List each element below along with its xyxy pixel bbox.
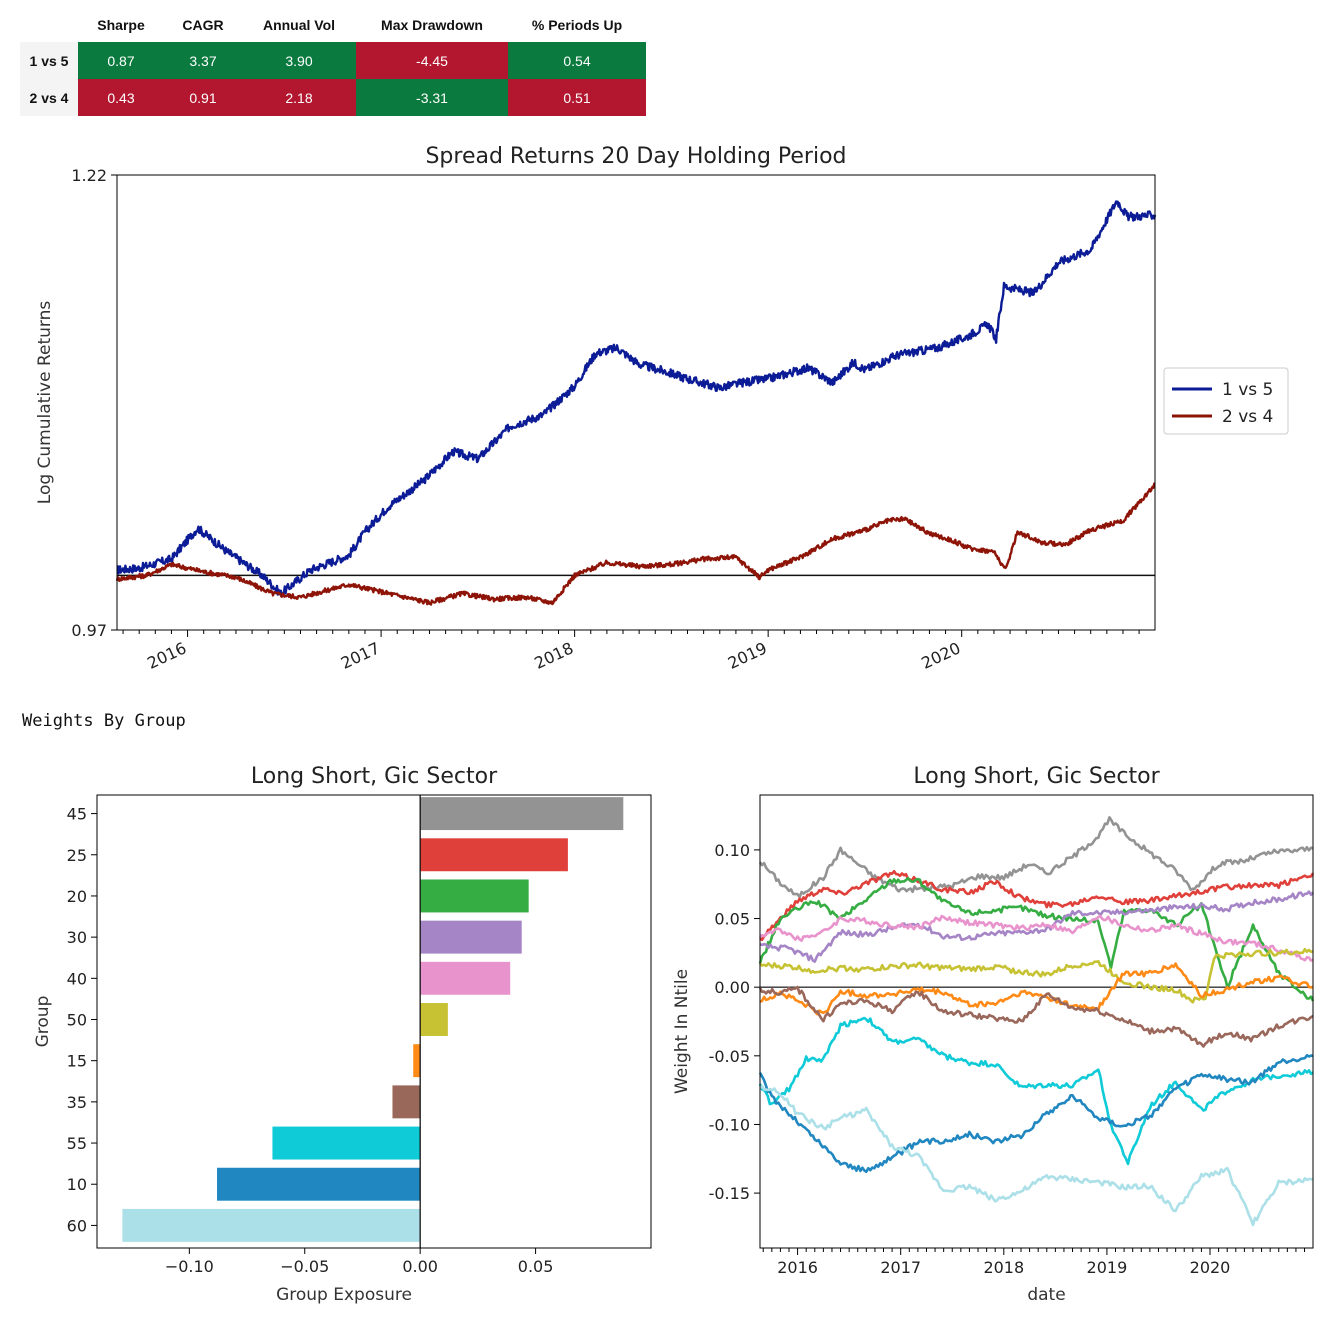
weights-by-group-heading: Weights By Group xyxy=(22,711,186,731)
stat-cell: -4.45 xyxy=(356,42,508,79)
x-tick-label: 2016 xyxy=(777,1258,818,1277)
series-line-group-10 xyxy=(758,1054,1314,1174)
table-row: 1 vs 5 0.87 3.37 3.90 -4.45 0.54 xyxy=(20,42,646,79)
row-label: 2 vs 4 xyxy=(20,79,78,116)
x-tick-label: 2017 xyxy=(338,638,383,672)
bar-group-35 xyxy=(392,1085,421,1119)
y-tick-label: 0.00 xyxy=(714,978,750,997)
plot-frame xyxy=(759,794,1314,1249)
x-axis-label: date xyxy=(1027,1285,1065,1305)
bar-group-25 xyxy=(420,838,568,872)
y-tick-label: 10 xyxy=(67,1175,87,1194)
series-line-group-50 xyxy=(759,947,1314,1004)
y-tick-label: 20 xyxy=(67,887,87,906)
bar-group-40 xyxy=(420,961,511,995)
y-tick-label: 35 xyxy=(67,1093,87,1112)
bar-group-30 xyxy=(420,920,522,954)
stat-cell: 0.51 xyxy=(508,79,646,116)
x-axis-label: Group Exposure xyxy=(276,1285,412,1305)
column-header-max-drawdown: Max Drawdown xyxy=(381,17,483,33)
x-tick-label: 0.00 xyxy=(402,1257,438,1276)
bar-group-15 xyxy=(413,1044,421,1078)
y-tick-label: 40 xyxy=(67,969,87,988)
stat-cell: 3.37 xyxy=(164,42,242,79)
y-tick-label: 55 xyxy=(67,1134,87,1153)
y-tick-label: 1.22 xyxy=(71,166,107,185)
spread-returns-chart: Spread Returns 20 Day Holding Period Log … xyxy=(35,144,1289,673)
series-line-group-60 xyxy=(759,1085,1314,1227)
series-line-1 xyxy=(115,482,1156,606)
row-label: 1 vs 5 xyxy=(20,42,78,79)
performance-stats-table: Sharpe CAGR Annual Vol Max Drawdown % Pe… xyxy=(20,8,646,116)
y-tick-label: -0.15 xyxy=(709,1184,750,1203)
stats-corner-cell xyxy=(20,8,78,42)
series-line-group-35 xyxy=(758,985,1314,1048)
stat-cell: 0.87 xyxy=(78,42,164,79)
x-tick-label: 2018 xyxy=(983,1258,1024,1277)
column-header-sharpe: Sharpe xyxy=(97,17,145,33)
y-axis-label: Weight In Ntile xyxy=(672,969,692,1094)
bar-group-55 xyxy=(272,1126,421,1160)
legend-label: 2 vs 4 xyxy=(1222,407,1273,427)
stat-cell: 0.43 xyxy=(78,79,164,116)
stat-cell: 2.18 xyxy=(242,79,356,116)
x-tick-label: 0.05 xyxy=(518,1257,554,1276)
bar-group-10 xyxy=(217,1167,421,1201)
y-tick-label: -0.05 xyxy=(709,1047,750,1066)
chart-title: Long Short, Gic Sector xyxy=(251,764,498,789)
legend-label: 1 vs 5 xyxy=(1222,380,1273,400)
series-line-group-45 xyxy=(758,816,1314,899)
x-tick-label: 2019 xyxy=(1087,1258,1128,1277)
plot-frame xyxy=(96,794,652,1249)
series-line-group-40 xyxy=(759,914,1314,962)
y-tick-label: 15 xyxy=(67,1052,87,1071)
x-tick-label: 2019 xyxy=(725,638,770,672)
bar-group-60 xyxy=(122,1208,421,1242)
x-tick-label: 2018 xyxy=(531,638,576,672)
x-tick-label: −0.05 xyxy=(280,1257,329,1276)
x-tick-label: 2020 xyxy=(918,638,963,672)
y-tick-label: 0.05 xyxy=(714,910,750,929)
y-axis-label: Log Cumulative Returns xyxy=(35,301,55,505)
y-tick-label: -0.10 xyxy=(709,1115,750,1134)
series-line-group-55 xyxy=(758,1016,1314,1166)
plot-frame xyxy=(116,174,1156,631)
bar-group-45 xyxy=(420,797,624,831)
x-tick-label: 2016 xyxy=(144,638,189,672)
y-tick-label: 0.10 xyxy=(714,841,750,860)
x-tick-label: 2017 xyxy=(880,1258,921,1277)
series-line-group-25 xyxy=(759,870,1315,942)
y-tick-label: 25 xyxy=(67,846,87,865)
column-header-annual-vol: Annual Vol xyxy=(262,17,336,33)
stat-cell: 3.90 xyxy=(242,42,356,79)
chart-title: Spread Returns 20 Day Holding Period xyxy=(425,144,846,169)
y-tick-label: 60 xyxy=(67,1216,87,1235)
bar-group-50 xyxy=(420,1003,448,1036)
x-tick-label: −0.10 xyxy=(165,1257,214,1276)
legend: 1 vs 5 2 vs 4 xyxy=(1163,367,1289,435)
table-row: 2 vs 4 0.43 0.91 2.18 -3.31 0.51 xyxy=(20,79,646,116)
column-header-periods-up: % Periods Up xyxy=(531,17,623,33)
y-tick-label: 50 xyxy=(67,1011,87,1030)
column-header-cagr: CAGR xyxy=(182,17,224,33)
stats-header-row: Sharpe CAGR Annual Vol Max Drawdown % Pe… xyxy=(20,8,646,42)
series-line-0 xyxy=(116,200,1157,598)
group-weight-line-chart: Long Short, Gic Sector Weight In Ntile dat… xyxy=(672,764,1315,1305)
chart-title: Long Short, Gic Sector xyxy=(913,764,1160,789)
stat-cell: 0.91 xyxy=(164,79,242,116)
series-line-group-15 xyxy=(759,962,1314,1016)
y-tick-label: 45 xyxy=(67,805,87,824)
x-tick-label: 2020 xyxy=(1190,1258,1231,1277)
series-line-group-30 xyxy=(759,890,1314,963)
stat-cell: 0.54 xyxy=(508,42,646,79)
stat-cell: -3.31 xyxy=(356,79,508,116)
group-exposure-bar-chart: Long Short, Gic Sector Group Group Exposur… xyxy=(33,764,652,1305)
y-axis-label: Group xyxy=(33,996,53,1048)
series-line-group-20 xyxy=(758,876,1315,1002)
y-tick-label: 0.97 xyxy=(71,621,107,640)
bar-group-20 xyxy=(420,879,529,913)
y-tick-label: 30 xyxy=(67,928,87,947)
